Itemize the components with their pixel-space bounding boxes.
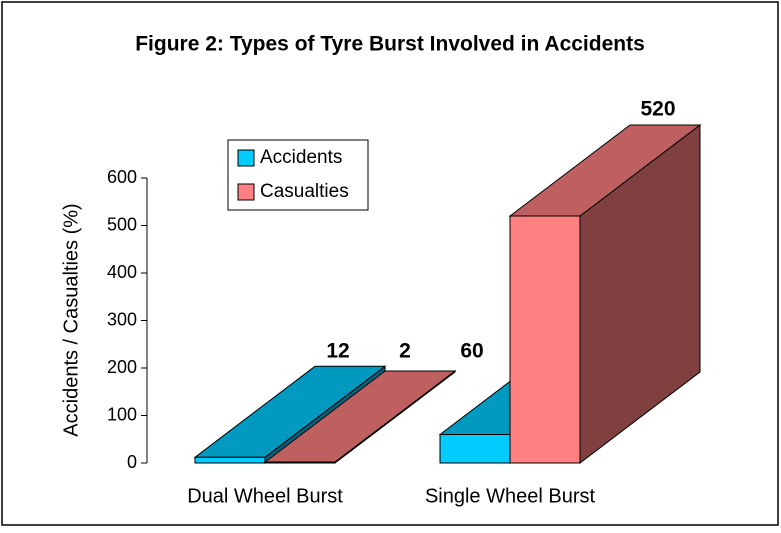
legend-label: Accidents [260, 147, 342, 168]
bar [264, 461, 336, 464]
y-tick-label: 100 [107, 404, 137, 424]
legend-swatch [237, 183, 255, 201]
y-tick-label: 400 [107, 262, 137, 282]
bar [194, 456, 266, 464]
y-tick-label: 0 [127, 452, 137, 472]
x-tick-label: Single Wheel Burst [425, 485, 596, 507]
y-tick-label: 200 [107, 357, 137, 377]
bar [509, 215, 581, 464]
data-label: 60 [460, 340, 483, 363]
data-label: 2 [399, 340, 411, 363]
x-tick-label: Dual Wheel Burst [187, 485, 343, 507]
y-axis-label: Accidents / Casualties (%) [60, 203, 82, 436]
y-tick-label: 300 [107, 309, 137, 329]
bar [439, 434, 511, 464]
data-label: 520 [640, 98, 675, 121]
y-tick-label: 600 [107, 167, 137, 187]
legend-label: Casualties [260, 181, 349, 202]
legend-swatch [237, 149, 255, 167]
chart-title: Figure 2: Types of Tyre Burst Involved i… [135, 33, 645, 56]
data-label: 12 [326, 340, 349, 363]
y-tick-label: 500 [107, 214, 137, 234]
